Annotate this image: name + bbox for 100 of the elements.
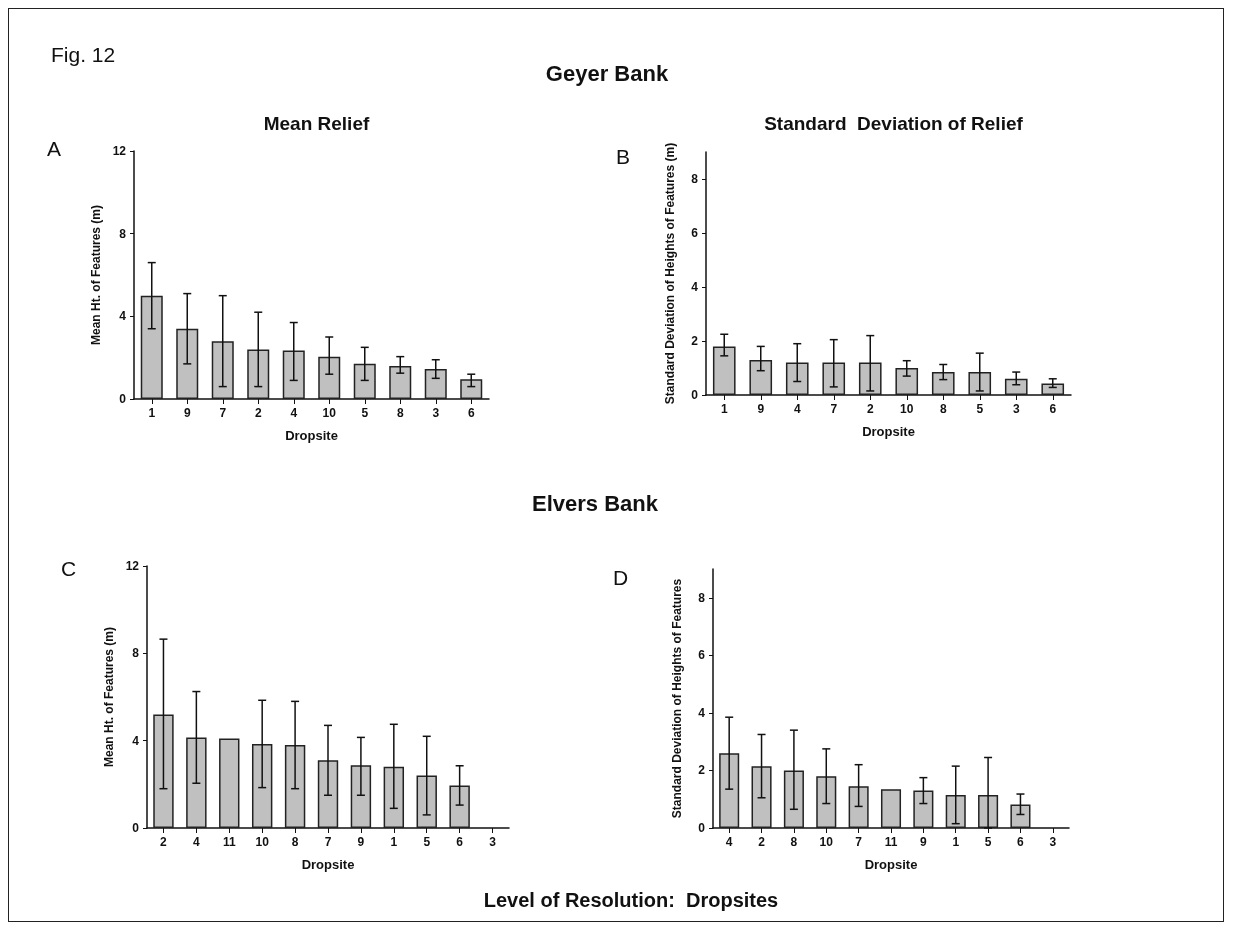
bar	[317, 760, 339, 828]
y-tick-label: 8	[132, 646, 140, 661]
bar	[719, 753, 740, 828]
x-tick-label: 10	[322, 406, 337, 420]
chart-title: Mean Relief	[263, 113, 370, 134]
y-tick-label: 4	[132, 733, 140, 748]
bar	[140, 295, 163, 399]
x-tick-label: 5	[423, 835, 431, 849]
x-tick-label: 3	[1049, 835, 1057, 849]
x-tick-label: 3	[489, 835, 497, 849]
bar	[153, 714, 174, 828]
x-tick-label: 5	[361, 406, 369, 420]
bar	[1041, 383, 1065, 395]
x-tick-label: 7	[219, 406, 227, 420]
x-axis-title: Dropsite	[864, 857, 918, 872]
x-tick-label: 9	[757, 402, 765, 416]
x-tick-label: 6	[1017, 835, 1025, 849]
bar	[350, 765, 372, 828]
x-tick-label: 1	[952, 835, 960, 849]
bar	[416, 775, 437, 828]
x-tick-label: 2	[866, 402, 874, 416]
y-axis-title: Mean Ht. of Features (m)	[101, 626, 116, 768]
x-tick-label: 3	[1012, 402, 1020, 416]
bar	[424, 369, 447, 399]
y-tick-label: 6	[691, 226, 699, 240]
y-tick-label: 4	[119, 309, 127, 324]
x-tick-label: 4	[193, 835, 201, 849]
y-tick-label: 0	[698, 821, 706, 835]
bar	[749, 359, 773, 395]
x-tick-label: 6	[467, 406, 475, 420]
bar	[353, 363, 376, 399]
x-tick-label: 7	[855, 835, 863, 849]
y-tick-label: 4	[691, 280, 699, 294]
y-tick-label: 0	[119, 392, 127, 406]
text: Elvers Bank	[532, 491, 658, 517]
x-tick-label: 6	[456, 835, 464, 849]
x-tick-label: 1	[148, 406, 156, 420]
bar	[751, 766, 772, 828]
x-tick-label: 2	[758, 835, 766, 849]
x-tick-label: 4	[725, 835, 733, 849]
bar	[284, 745, 306, 828]
x-tick-label: 11	[884, 835, 898, 849]
bar	[186, 737, 207, 828]
x-tick-label: 9	[920, 835, 928, 849]
text: B	[616, 145, 631, 169]
bar	[219, 738, 240, 828]
y-tick-label: 6	[698, 648, 706, 663]
x-tick-label: 9	[183, 406, 191, 420]
bar	[318, 356, 341, 399]
x-tick-label: 8	[939, 402, 947, 416]
text: A	[47, 137, 62, 161]
x-tick-label: 8	[396, 406, 404, 420]
text: D	[613, 566, 629, 590]
x-tick-label: 11	[222, 835, 236, 849]
y-tick-label: 8	[698, 590, 706, 605]
y-tick-label: 0	[691, 388, 699, 402]
bar	[251, 743, 273, 828]
x-tick-label: 7	[830, 402, 838, 416]
x-tick-label: 4	[290, 406, 298, 420]
bar	[895, 368, 919, 395]
x-axis-title: Dropsite	[862, 424, 915, 439]
x-tick-label: 10	[900, 402, 914, 416]
x-tick-label: 8	[790, 835, 798, 849]
bar	[1004, 378, 1028, 395]
bar	[460, 379, 483, 399]
bar	[176, 328, 199, 399]
y-axis-title: Mean Ht. of Features (m)	[88, 204, 103, 346]
bar	[931, 372, 955, 395]
chart-title: Standard Deviation of Relief	[764, 113, 1024, 134]
x-axis-title: Dropsite	[301, 857, 355, 872]
y-tick-label: 8	[691, 172, 699, 186]
bar	[913, 790, 934, 828]
y-axis-title: Standard Deviation of Heights of Features (m)	[663, 142, 677, 405]
bar	[848, 786, 869, 828]
bar	[783, 770, 804, 828]
caption: Fig. 12	[51, 43, 116, 67]
y-tick-label: 12	[125, 559, 140, 573]
bar	[945, 794, 966, 828]
x-axis-title: Dropsite	[285, 428, 338, 443]
bar	[211, 341, 234, 399]
bar	[880, 789, 902, 828]
y-axis-title: Standard Deviation of Heights of Features	[670, 578, 684, 819]
bar	[712, 346, 736, 395]
text: Geyer Bank	[545, 61, 669, 87]
y-tick-label: 2	[691, 334, 699, 348]
x-tick-label: 10	[255, 835, 270, 849]
text: Level of Resolution: Dropsites	[483, 889, 779, 912]
bar	[383, 766, 405, 828]
x-tick-label: 3	[432, 406, 440, 420]
x-tick-label: 6	[1049, 402, 1057, 416]
bar	[822, 362, 846, 395]
x-tick-label: 1	[720, 402, 728, 416]
bar	[282, 350, 305, 399]
x-tick-label: 4	[793, 402, 801, 416]
bar	[449, 785, 470, 828]
x-tick-label: 9	[357, 835, 365, 849]
y-tick-label: 2	[698, 763, 706, 778]
x-tick-label: 1	[390, 835, 398, 849]
bar	[858, 362, 882, 395]
x-tick-label: 10	[819, 835, 834, 849]
